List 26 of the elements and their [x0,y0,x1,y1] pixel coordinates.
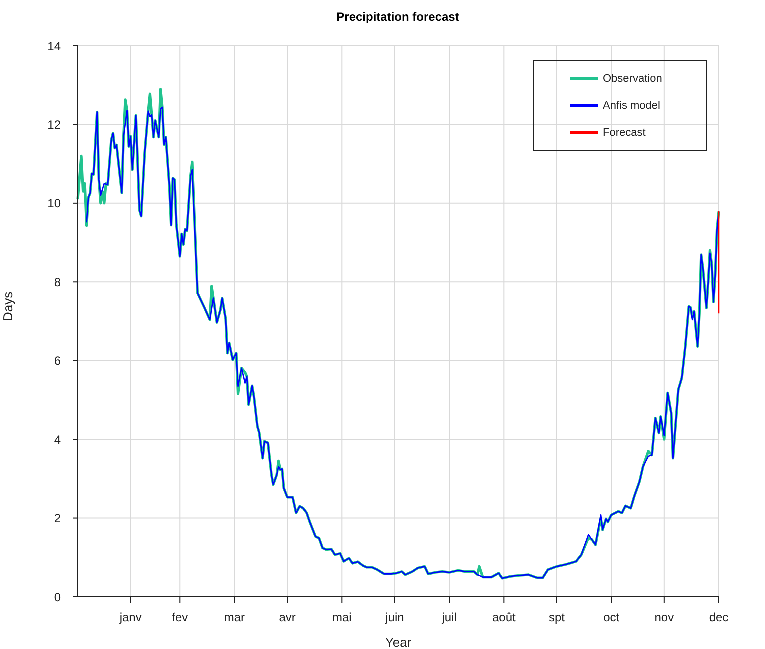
y-tick-label: 14 [48,39,62,54]
chart-title: Precipitation forecast [336,10,460,24]
y-tick-label: 10 [48,196,62,211]
x-tick-label: avr [279,610,296,625]
y-tick-label: 12 [48,118,62,132]
legend-label: Forecast [603,126,646,138]
y-tick-label: 8 [54,275,62,290]
x-axis-title: Year [385,635,412,649]
y-tick-label: 6 [54,354,62,368]
legend-label: Anfis model [603,100,660,112]
legend-label: Observation [603,72,662,84]
x-tick-label: mar [224,610,246,625]
x-tick-label: juin [384,610,404,625]
x-tick-label: dec [709,610,729,625]
y-tick-label: 4 [54,432,62,447]
x-tick-label: fev [172,610,188,625]
y-tick-label: 0 [54,590,62,604]
x-tick-label: août [492,610,516,625]
x-tick-label: mai [332,610,352,625]
x-tick-label: nov [654,610,674,625]
x-tick-label: janv [118,610,142,625]
y-tick-label: 2 [54,512,62,526]
x-tick-label: oct [604,610,620,625]
x-tick-label: juil [441,610,457,625]
y-axis-title: Days [0,291,16,322]
x-tick-label: spt [548,610,566,625]
